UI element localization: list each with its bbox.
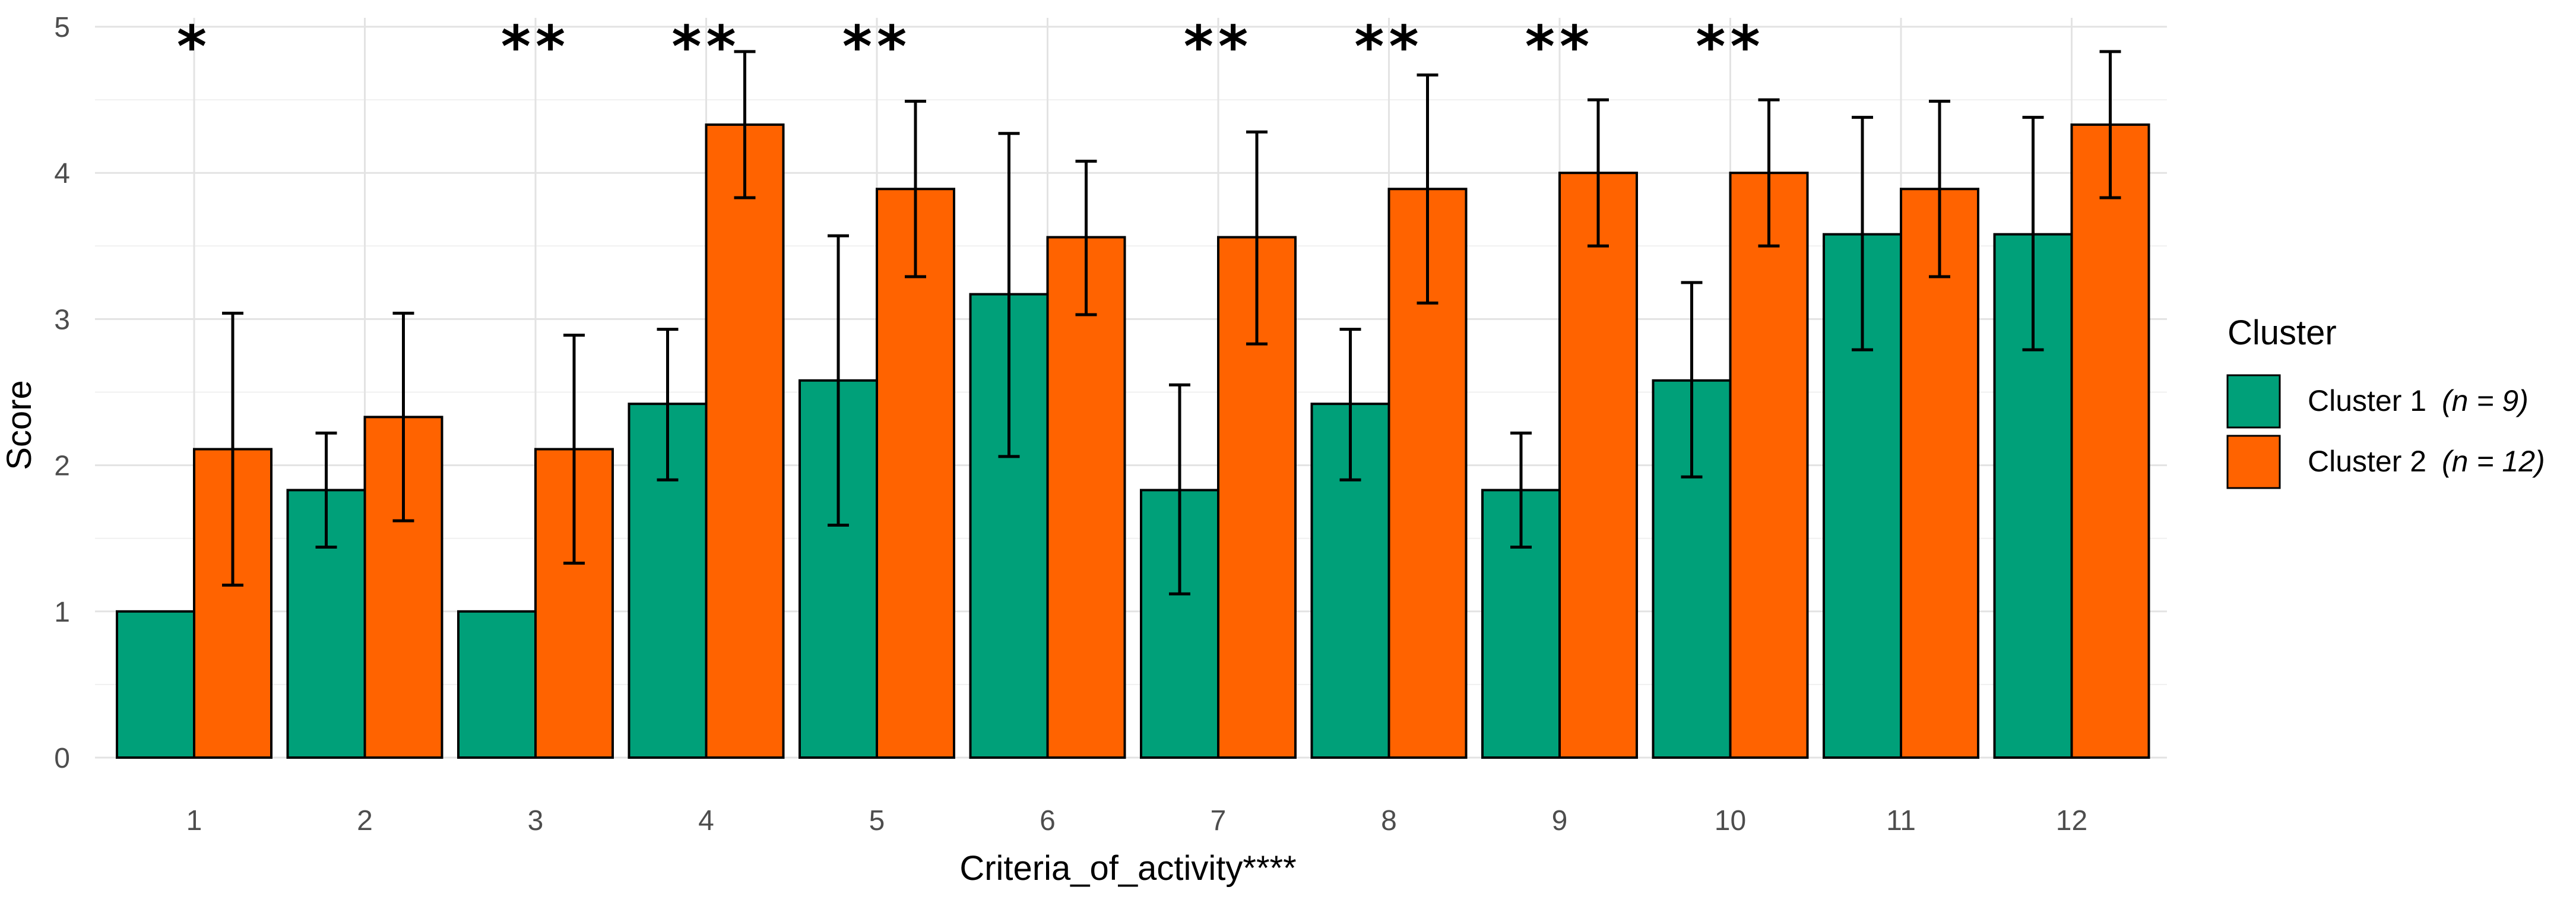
bar-cluster-2-criterion-12 — [2070, 123, 2150, 759]
x-tick-label: 1 — [186, 805, 202, 837]
y-tick-label: 4 — [54, 158, 70, 189]
x-tick-label: 7 — [1211, 805, 1227, 837]
bar-cluster-1-criterion-7 — [1140, 489, 1219, 759]
bar-cluster-2-criterion-5 — [876, 188, 955, 759]
x-tick-label: 11 — [1886, 805, 1916, 837]
y-axis-label: Score — [0, 380, 39, 470]
legend-series-name: Cluster 1 — [2308, 384, 2426, 417]
x-axis-label: Criteria_of_activity**** — [959, 849, 1296, 888]
legend-series-name: Cluster 2 — [2308, 445, 2426, 478]
x-tick-labels: 1 2 3 4 5 6 7 8 9 10 11 12 — [186, 805, 2088, 837]
y-tick-label: 5 — [54, 12, 70, 43]
legend-key-cluster-1 — [2226, 374, 2281, 429]
legend-label-cluster-2: Cluster 2 (n = 12) — [2308, 445, 2545, 478]
error-bars — [222, 50, 2121, 596]
bar-cluster-1-criterion-1 — [116, 610, 195, 759]
significance-marker: ** — [671, 14, 740, 80]
x-tick-label: 12 — [2056, 805, 2087, 837]
bar-cluster-1-criterion-3 — [457, 610, 537, 759]
significance-marker: ** — [1184, 14, 1253, 80]
significance-marker: ** — [501, 14, 570, 80]
significance-marker: ** — [1696, 14, 1764, 80]
bar-cluster-2-criterion-4 — [705, 123, 785, 759]
legend-n-label: (n = 9) — [2442, 384, 2529, 417]
significance-markers: * ** ** ** ** ** ** ** — [177, 14, 1764, 80]
y-tick-label: 0 — [54, 743, 70, 774]
y-tick-label: 1 — [54, 597, 70, 628]
significance-marker: ** — [1525, 14, 1594, 80]
bars — [116, 123, 2150, 759]
legend-label-cluster-1: Cluster 1 (n = 9) — [2308, 384, 2529, 417]
legend-key-cluster-2 — [2226, 435, 2281, 489]
y-tick-label: 3 — [54, 304, 70, 335]
bar-cluster-1-criterion-9 — [1481, 489, 1561, 759]
significance-marker: * — [177, 14, 211, 80]
x-tick-label: 10 — [1715, 805, 1746, 837]
x-tick-label: 6 — [1040, 805, 1056, 837]
significance-marker: ** — [1354, 14, 1423, 80]
bar-cluster-2-criterion-10 — [1729, 172, 1809, 759]
x-tick-label: 2 — [357, 805, 373, 837]
x-tick-label: 3 — [528, 805, 544, 837]
legend-title: Cluster — [2228, 313, 2337, 352]
legend-n-label: (n = 12) — [2442, 445, 2545, 478]
bar-cluster-2-criterion-9 — [1558, 172, 1638, 759]
x-tick-label: 8 — [1381, 805, 1397, 837]
x-tick-label: 5 — [869, 805, 885, 837]
x-tick-label: 4 — [698, 805, 714, 837]
legend: Cluster Cluster 1 (n = 9) Cluster 2 (n =… — [2226, 313, 2545, 489]
y-tick-label: 2 — [54, 451, 70, 482]
x-tick-label: 9 — [1552, 805, 1568, 837]
y-tick-labels: 0 1 2 3 4 5 — [54, 12, 70, 774]
significance-marker: ** — [842, 14, 911, 80]
